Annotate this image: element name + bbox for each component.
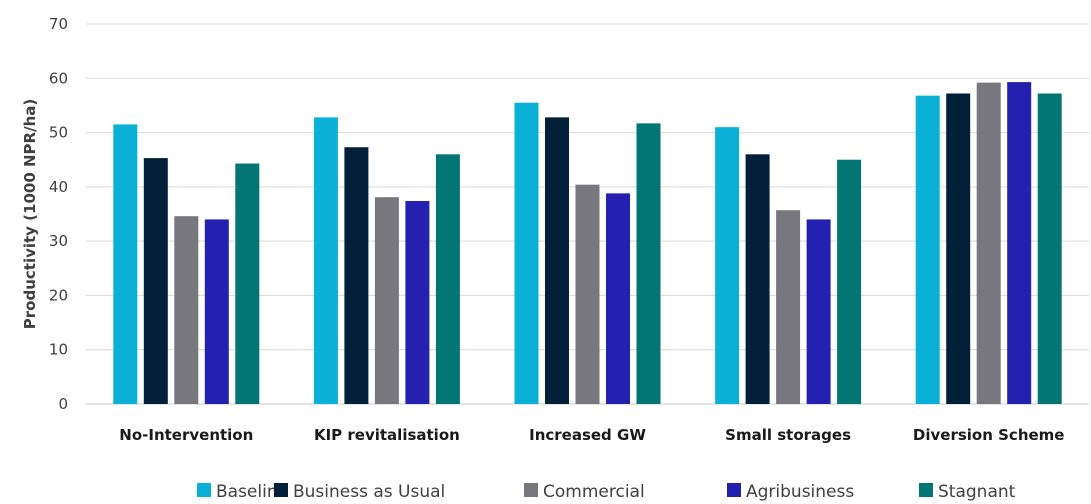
legend-swatch: [274, 483, 288, 497]
bar-agribusiness: [405, 200, 430, 404]
bar-commercial: [776, 210, 801, 404]
category-label: Diversion Scheme: [913, 426, 1065, 444]
legend-swatch: [197, 483, 211, 497]
legend-label: Business as Usual: [293, 482, 445, 502]
bar-baseline: [113, 124, 138, 404]
legend-label: Commercial: [543, 482, 645, 502]
bar-baseline: [915, 95, 940, 405]
y-axis-title: Productivity (1000 NPR/ha): [21, 99, 39, 329]
bars: [113, 82, 1062, 405]
bar-commercial: [575, 184, 600, 404]
x-axis-labels: No-Intervention KIP revitalisation Increas…: [119, 426, 1064, 444]
y-tick-label: 70: [49, 15, 68, 33]
bar-commercial: [174, 216, 199, 404]
bar-baseline: [313, 117, 338, 404]
bar-stagnant: [1037, 93, 1062, 404]
bar-business-as-usual: [745, 154, 770, 404]
bar-business-as-usual: [344, 147, 369, 404]
legend-label: Stagnant: [938, 482, 1016, 502]
legend-label: Baseline: [216, 482, 288, 502]
y-tick-label: 10: [49, 341, 68, 359]
bar-stagnant: [235, 163, 260, 404]
y-tick-label: 50: [49, 124, 68, 142]
category-label: Increased GW: [529, 426, 646, 444]
bar-commercial: [976, 82, 1001, 404]
category-label: No-Intervention: [119, 426, 253, 444]
bar-stagnant: [435, 154, 460, 404]
legend: Baseline Business as Usual Commercial Agrib…: [197, 482, 1016, 502]
legend-swatch: [919, 483, 933, 497]
bar-commercial: [374, 197, 399, 404]
bar-business-as-usual: [545, 117, 569, 404]
bar-baseline: [715, 127, 740, 405]
bar-stagnant: [837, 159, 862, 404]
bar-baseline: [514, 102, 539, 404]
y-axis-ticks: 0 10 20 30 40 50 60 70: [49, 15, 68, 413]
legend-swatch: [727, 483, 741, 497]
legend-swatch: [524, 483, 538, 497]
bar-agribusiness: [606, 193, 630, 404]
category-label: KIP revitalisation: [314, 426, 460, 444]
y-tick-label: 60: [49, 69, 68, 87]
bar-agribusiness: [806, 219, 831, 404]
y-tick-label: 30: [49, 232, 68, 250]
bar-business-as-usual: [143, 158, 168, 404]
legend-label: Agribusiness: [746, 482, 854, 502]
bar-business-as-usual: [946, 93, 971, 404]
y-tick-label: 20: [49, 286, 68, 304]
bar-agribusiness: [1007, 82, 1032, 404]
bar-agribusiness: [204, 219, 229, 404]
y-tick-label: 40: [49, 178, 68, 196]
bar-stagnant: [636, 123, 661, 404]
category-label: Small storages: [725, 426, 851, 444]
y-tick-label: 0: [58, 395, 68, 413]
